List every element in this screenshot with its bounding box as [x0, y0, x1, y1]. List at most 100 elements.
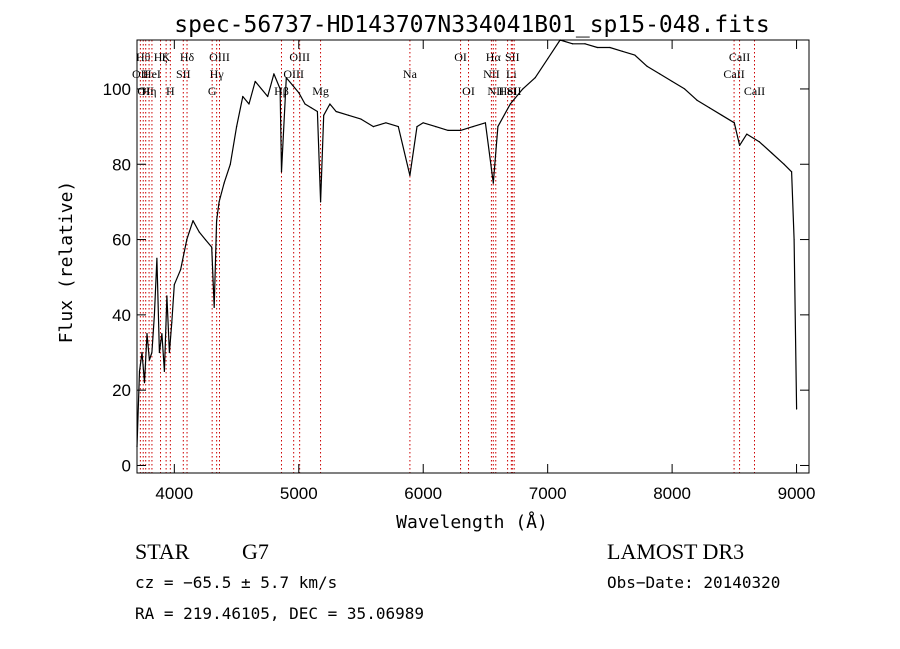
spectrum-point-11: [163, 370, 165, 372]
spectrum-point-38: [298, 92, 300, 94]
marker-label-13: Hβ: [274, 84, 289, 98]
spectrum-point-50: [397, 126, 399, 128]
marker-label-8: SII: [176, 67, 191, 81]
spectrum-point-62: [522, 88, 524, 90]
spectrum-point-15: [173, 284, 175, 286]
marker-label-24: Li: [506, 67, 517, 81]
marker-label-21: Hα: [486, 50, 502, 64]
spectrum-layer: [136, 39, 798, 448]
spectrum-point-31: [260, 88, 263, 90]
marker-label-0: Hθ: [136, 50, 151, 64]
y-tick-label-0: 0: [122, 456, 131, 475]
spectrum-point-2: [141, 351, 143, 354]
marker-label-28: CaII: [729, 50, 750, 64]
spectrum-point-46: [347, 114, 350, 116]
marker-label-3: Hη: [142, 84, 157, 98]
y-tick-label-5: 100: [103, 80, 131, 99]
spectrum-point-63: [534, 77, 536, 79]
spectrum-point-14: [171, 321, 173, 323]
spectrum-point-51: [409, 174, 411, 177]
spectrum-point-26: [229, 163, 231, 165]
spectrum-point-70: [621, 50, 623, 52]
coordinates-text: RA = 219.46105, DEC = 35.06989: [135, 604, 424, 623]
marker-label-20: NII: [483, 67, 500, 81]
spectrum-point-40: [310, 107, 312, 109]
spectrum-point-55: [447, 129, 449, 131]
spectrum-point-6: [151, 351, 153, 354]
spectrum-point-53: [422, 122, 424, 124]
spectrum-point-58: [484, 122, 487, 124]
x-tick-label-5: 9000: [778, 484, 816, 503]
spectrum-point-47: [360, 118, 362, 120]
marker-label-23: HeI: [499, 84, 517, 98]
marker-label-27: CaII: [723, 67, 744, 81]
spectrum-point-43: [323, 114, 325, 116]
spectrum-point-12: [166, 295, 168, 297]
spectrum-point-64: [547, 58, 549, 60]
spectrum-point-34: [279, 88, 281, 90]
spectrum-point-24: [218, 201, 220, 203]
spectrum-point-71: [634, 54, 636, 56]
marker-label-2: OII: [137, 84, 154, 98]
spectrum-point-56: [459, 129, 462, 131]
spectrum-point-69: [609, 46, 611, 49]
spectrum-point-33: [273, 73, 275, 75]
spectrum-point-79: [733, 122, 735, 124]
spectrum-point-87: [795, 408, 798, 410]
redshift-text: cz = −65.5 ± 5.7 km/s: [135, 573, 337, 592]
spectrum-point-80: [738, 144, 741, 147]
spectrum-point-16: [179, 269, 182, 271]
y-tick-label-4: 80: [112, 155, 131, 174]
marker-label-6: K: [162, 50, 171, 64]
spectrum-point-83: [771, 152, 773, 154]
chart-title: spec-56737-HD143707N334041B01_sp15-048.f…: [174, 12, 769, 38]
spectrum-point-76: [696, 99, 698, 101]
spectrum-point-7: [153, 314, 156, 316]
marker-label-5: Hζ: [154, 50, 168, 64]
spectrum-point-10: [161, 333, 163, 335]
y-axis-label: Flux (relative): [56, 181, 77, 344]
spectrum-point-84: [783, 163, 785, 165]
spectrum-point-19: [198, 231, 200, 233]
marker-label-16: Mg: [312, 84, 329, 98]
marker-label-11: OIII: [209, 50, 230, 64]
y-tick-label-3: 60: [112, 231, 131, 250]
spectrum-point-86: [793, 238, 795, 241]
marker-label-4: HeI: [143, 67, 161, 81]
spectrum-point-59: [492, 182, 494, 184]
marker-label-26: SII: [507, 84, 522, 98]
object-subclass: G7: [242, 539, 269, 564]
marker-label-18: OI: [454, 50, 467, 64]
spectrum-point-5: [148, 359, 151, 361]
spectrum-point-35: [280, 171, 283, 173]
marker-label-15: OIII: [289, 50, 310, 64]
spectrum-point-68: [596, 46, 599, 49]
spectrum-point-29: [248, 103, 250, 105]
spectrum-point-45: [335, 110, 337, 113]
survey-name: LAMOST DR3: [607, 539, 744, 564]
spectrum-point-30: [254, 80, 256, 83]
spectrum-point-18: [192, 220, 194, 222]
x-tick-label-0: 4000: [155, 484, 193, 503]
spectrum-point-61: [509, 103, 511, 105]
spectrum-point-67: [584, 43, 586, 45]
spectrum-point-17: [186, 238, 188, 241]
spectrum-point-74: [671, 80, 673, 83]
marker-label-17: Na: [403, 67, 418, 81]
marker-label-9: Hδ: [180, 50, 195, 64]
obs-date-text: Obs−Date: 20140320: [607, 573, 780, 592]
marker-label-25: SII: [505, 50, 520, 64]
spectrum-point-27: [235, 126, 238, 128]
spectrum-point-21: [211, 246, 213, 248]
marker-label-29: CaII: [744, 84, 765, 98]
spectrum-point-36: [285, 77, 287, 79]
x-tick-label-3: 7000: [529, 484, 567, 503]
spectrum-point-57: [472, 126, 474, 128]
spectrum-point-81: [746, 133, 748, 135]
marker-label-12: G: [208, 84, 217, 98]
spectrum-point-49: [385, 122, 387, 124]
spectrum-point-28: [242, 95, 244, 98]
spectrum-point-42: [319, 201, 322, 203]
spectrum-point-48: [372, 126, 375, 128]
spectrum-point-44: [329, 103, 331, 105]
